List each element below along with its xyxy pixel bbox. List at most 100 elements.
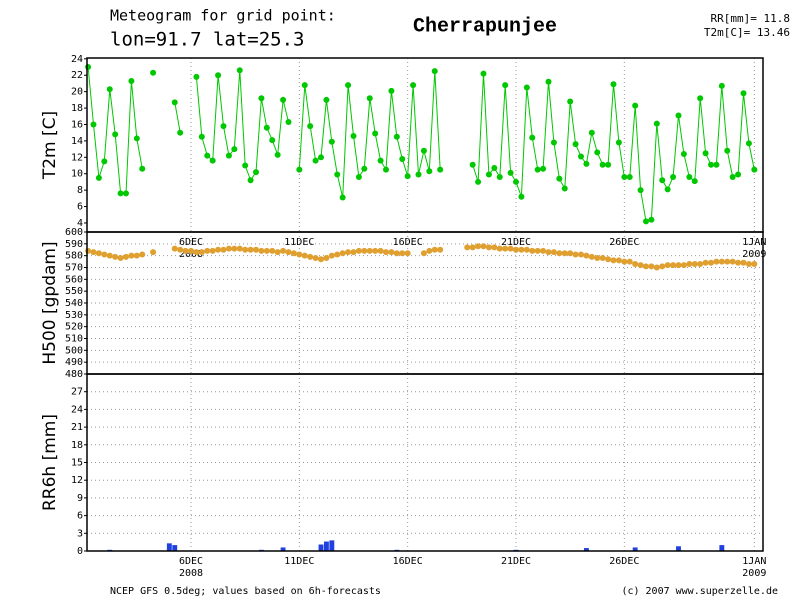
point [150,249,157,256]
rr-total: RR[mm]= 11.8 [711,12,790,25]
point [323,255,330,262]
point [242,162,249,169]
point [133,252,140,259]
y-tick-label: 15 [71,458,83,469]
y-tick-label: 24 [71,54,83,65]
point [502,245,509,252]
point [507,169,514,176]
point [718,258,725,265]
point [296,166,303,173]
point [534,247,541,254]
point [621,258,628,265]
point [410,82,417,89]
point [220,123,227,130]
bar [280,547,286,551]
point [729,258,736,265]
point [632,260,639,267]
point [106,252,113,259]
point [626,174,633,181]
t-label: T2m[C]= [704,26,751,39]
point [697,260,704,267]
point [139,251,146,258]
x-tick-label: 16DEC [393,237,423,248]
point [95,250,102,257]
point [659,177,666,184]
point [567,98,574,105]
point [550,249,557,256]
y-tick-label: 480 [65,369,83,380]
point [686,260,693,267]
y-tick-label: 600 [65,227,83,238]
point [485,244,492,251]
point [702,259,709,266]
point [231,245,238,252]
point [318,256,324,263]
point [751,260,758,267]
point [632,102,639,109]
point [708,259,714,266]
point [339,194,346,201]
point [518,246,525,253]
point [431,68,438,75]
point [361,247,368,254]
point [383,249,389,256]
point [242,246,249,253]
point [128,77,135,84]
point [724,147,731,154]
point [231,146,238,153]
point [328,252,335,259]
x-tick-label: 1JAN [742,237,766,248]
point [572,141,579,148]
y-tick-label: 16 [71,119,83,130]
point [626,258,633,265]
y-tick-label: 14 [71,136,83,147]
point [615,139,622,146]
point [345,249,352,256]
y-tick-label: 8 [77,185,83,196]
point [594,255,601,262]
point [605,161,612,168]
header-line2: lon=91.7 lat=25.3 [110,29,304,51]
point [312,255,319,262]
y-tick-label: 560 [65,274,83,285]
point [263,247,270,254]
point [437,246,444,253]
point [686,174,693,181]
point [247,177,254,184]
point [312,157,319,164]
point [599,161,606,168]
point [648,216,655,223]
point [523,246,530,253]
point [334,171,341,178]
point [540,247,547,254]
bar [583,548,589,551]
point [236,245,243,252]
point [480,70,487,77]
rr-label: RR[mm]= [711,12,758,25]
point [561,250,568,257]
point [480,243,487,250]
point [90,121,97,128]
point [366,95,373,102]
point [670,174,677,181]
point [388,249,395,256]
panel-frame [86,57,764,233]
y-tick-label: 24 [71,404,83,415]
point [680,151,687,158]
point [296,251,303,258]
footer-left: NCEP GFS 0.5deg; values based on 6h-fore… [110,586,381,597]
point [361,165,368,172]
y-tick-label: 4 [77,218,83,229]
point [588,253,595,260]
point [718,82,725,89]
x-tick-sublabel: 2008 [179,249,203,260]
point [285,249,292,256]
point [420,250,427,257]
point [713,258,720,265]
point [117,255,124,262]
point [171,99,178,106]
point [355,247,362,254]
x-tick-sublabel: 2008 [179,568,203,579]
point [475,243,482,250]
